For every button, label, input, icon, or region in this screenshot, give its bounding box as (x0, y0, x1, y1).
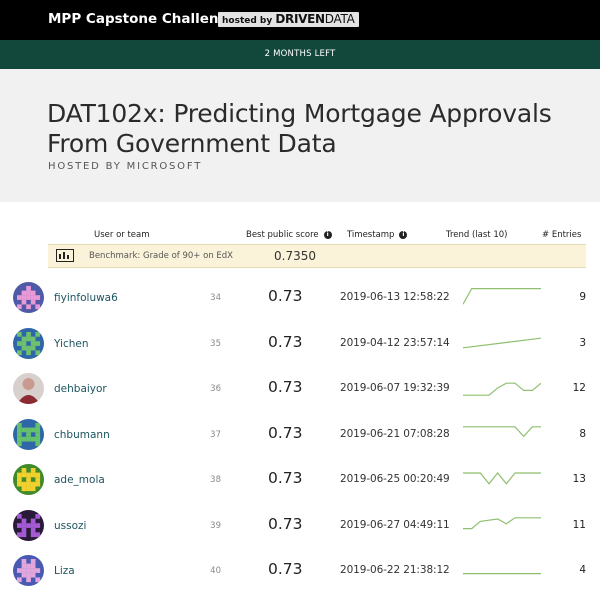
entries-count: 8 (579, 428, 586, 440)
column-header-timestamp[interactable]: Timestamp i (347, 230, 408, 240)
trend-sparkline (463, 555, 541, 589)
rank: 38 (210, 475, 221, 485)
table-row: ussozi 39 0.73 2019-06-27 04:49:11 11 (0, 510, 600, 556)
pixel-avatar-icon (13, 464, 44, 495)
page-title: DAT102x: Predicting Mortgage Approvals F… (47, 99, 552, 158)
table-row: ade_mola 38 0.73 2019-06-25 00:20:49 13 (0, 464, 600, 510)
table-row: dehbaiyor 36 0.73 2019-06-07 19:32:39 12 (0, 373, 600, 419)
public-score: 0.73 (268, 378, 303, 396)
trend-sparkline (463, 419, 541, 453)
pixel-avatar-icon (13, 555, 44, 586)
submission-timestamp: 2019-06-13 12:58:22 (340, 291, 450, 303)
pixel-avatar-icon (13, 419, 44, 450)
hosted-bold: DRIVEN (275, 12, 325, 26)
time-left-text: 2 MONTHS LEFT (264, 49, 336, 59)
column-header-timestamp-label: Timestamp (347, 230, 395, 240)
info-icon[interactable]: i (399, 231, 408, 239)
public-score: 0.73 (268, 287, 303, 305)
submission-timestamp: 2019-06-25 00:20:49 (340, 473, 450, 485)
photo-avatar-icon (13, 373, 44, 404)
entries-count: 9 (579, 291, 586, 303)
benchmark-score: 0.7350 (274, 249, 316, 263)
hosted-by-drivendata-badge[interactable]: hosted by DRIVENDATA (218, 12, 359, 27)
trend-line (463, 517, 541, 530)
username-link[interactable]: ussozi (54, 520, 87, 532)
time-left-banner: 2 MONTHS LEFT (0, 40, 600, 69)
top-bar: MPP Capstone Challenge hosted by DRIVEND… (0, 0, 600, 40)
rank: 37 (210, 430, 221, 440)
entries-count: 4 (579, 564, 586, 576)
avatar[interactable] (13, 419, 44, 450)
pixel-avatar-icon (13, 282, 44, 313)
rank: 35 (210, 339, 221, 349)
table-row: Yichen 35 0.73 2019-04-12 23:57:14 3 (0, 328, 600, 374)
entries-count: 12 (572, 382, 586, 394)
trend-line (463, 426, 541, 438)
trend-sparkline (463, 373, 542, 407)
avatar[interactable] (13, 373, 44, 404)
rank: 34 (210, 293, 221, 303)
benchmark-label: Benchmark: Grade of 90+ on EdX (89, 251, 234, 261)
rank: 36 (210, 384, 221, 394)
pixel-avatar-icon (13, 510, 44, 541)
username-link[interactable]: chbumann (54, 429, 110, 441)
avatar[interactable] (13, 555, 44, 586)
hosted-light: DATA (324, 12, 355, 26)
challenge-brand-link[interactable]: MPP Capstone Challenge (48, 11, 238, 27)
rank: 39 (210, 521, 221, 531)
bar-chart-icon (56, 249, 74, 262)
trend-sparkline (462, 328, 542, 362)
trend-line (462, 337, 542, 349)
trend-sparkline (463, 464, 541, 498)
submission-timestamp: 2019-06-22 21:38:12 (340, 564, 450, 576)
entries-count: 11 (572, 519, 586, 531)
trend-sparkline (463, 510, 541, 544)
benchmark-row: Benchmark: Grade of 90+ on EdX 0.7350 (48, 244, 586, 268)
column-header-score[interactable]: Best public score i (246, 230, 332, 240)
avatar[interactable] (13, 282, 44, 313)
public-score: 0.73 (268, 560, 303, 578)
table-row: fiyinfoluwa6 34 0.73 2019-06-13 12:58:22 9 (0, 282, 600, 328)
username-link[interactable]: Liza (54, 565, 75, 577)
submission-timestamp: 2019-04-12 23:57:14 (340, 337, 450, 349)
info-icon[interactable]: i (323, 231, 332, 239)
rank: 40 (210, 566, 221, 576)
avatar[interactable] (13, 510, 44, 541)
username-link[interactable]: Yichen (54, 338, 89, 350)
table-row: Liza 40 0.73 2019-06-22 21:38:12 4 (0, 555, 600, 601)
trend-line (463, 472, 541, 485)
avatar[interactable] (13, 328, 44, 359)
entries-count: 13 (572, 473, 586, 485)
public-score: 0.73 (268, 424, 303, 442)
public-score: 0.73 (268, 515, 303, 533)
public-score: 0.73 (268, 469, 303, 487)
column-header-score-label: Best public score (246, 230, 319, 240)
entries-count: 3 (579, 337, 586, 349)
public-score: 0.73 (268, 333, 303, 351)
hosted-by-text: HOSTED BY MICROSOFT (48, 161, 203, 172)
competition-header: DAT102x: Predicting Mortgage Approvals F… (0, 69, 600, 202)
avatar[interactable] (13, 464, 44, 495)
submission-timestamp: 2019-06-27 04:49:11 (340, 519, 450, 531)
username-link[interactable]: dehbaiyor (54, 383, 107, 395)
column-header-trend[interactable]: Trend (last 10) (446, 230, 508, 240)
hosted-prefix: hosted by (222, 16, 276, 26)
trend-sparkline (462, 282, 541, 316)
username-link[interactable]: ade_mola (54, 474, 105, 486)
column-header-entries[interactable]: # Entries (542, 230, 582, 240)
table-row: chbumann 37 0.73 2019-06-21 07:08:28 8 (0, 419, 600, 465)
submission-timestamp: 2019-06-21 07:08:28 (340, 428, 450, 440)
pixel-avatar-icon (13, 328, 44, 359)
submission-timestamp: 2019-06-07 19:32:39 (340, 382, 450, 394)
trend-line (462, 287, 541, 305)
trend-line (463, 382, 542, 396)
column-header-user[interactable]: User or team (94, 230, 150, 240)
username-link[interactable]: fiyinfoluwa6 (54, 292, 118, 304)
